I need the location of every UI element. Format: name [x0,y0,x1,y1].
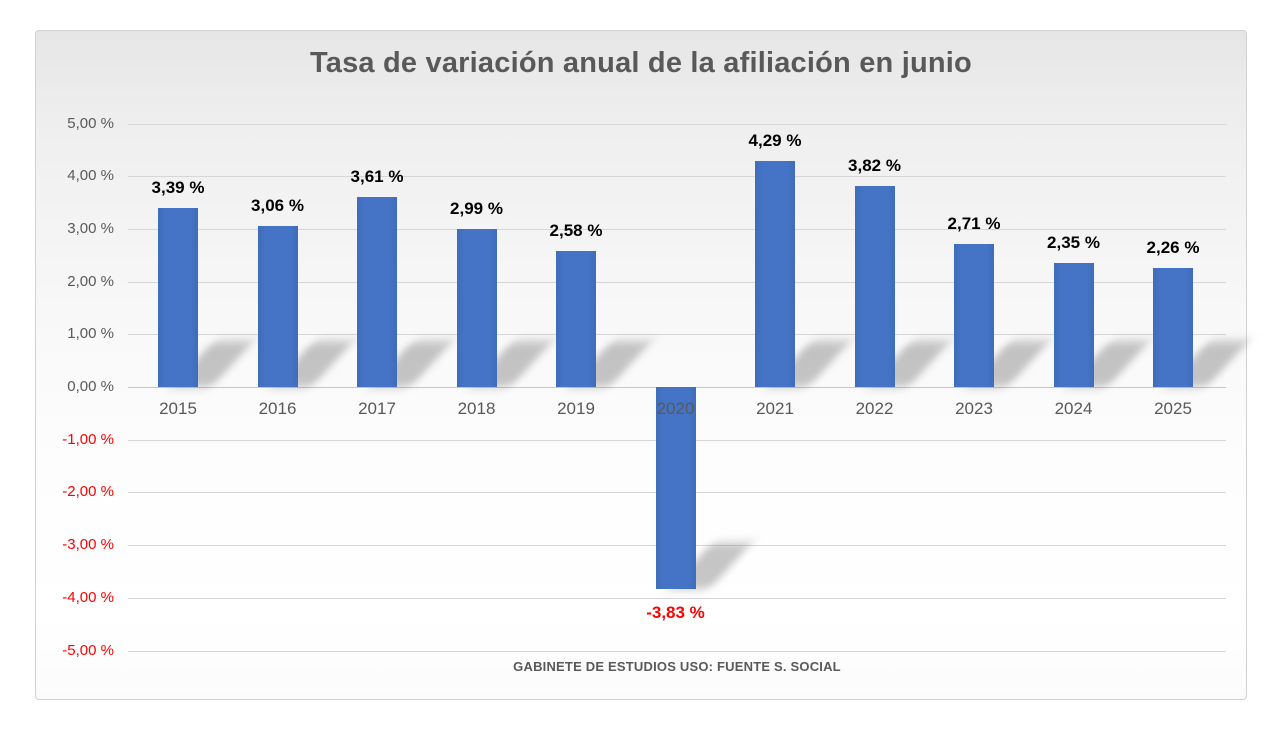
bar-2018 [456,229,497,387]
bar-value-label-2015: 3,39 % [151,178,205,198]
bar-2021 [755,160,795,387]
bar-2022 [854,185,895,387]
bar-value-label-2022: 3,82 % [848,155,901,175]
x-axis-label-2023: 2023 [955,399,993,418]
chart-area: Tasa de variación anual de la afiliación… [35,30,1249,700]
x-axis-label-2024: 2024 [1054,399,1093,418]
bar-value-label-2020: -3,83 % [646,602,705,622]
x-axis-label-2017: 2017 [358,399,396,418]
gridline [128,597,1226,599]
bar-2016 [257,225,298,387]
x-axis-label-2022: 2022 [855,399,894,418]
bar-2020 [655,387,696,589]
bar-value-label-2016: 3,06 % [251,195,304,215]
x-axis-label-2019: 2019 [557,399,595,418]
y-axis-tick-label: 4,00 % [67,167,114,185]
chart-title: Tasa de variación anual de la afiliación… [310,47,972,79]
bar-value-label-2018: 2,99 % [450,199,503,219]
bar-value-label-2024: 2,35 % [1047,233,1100,253]
bar-value-label-2019: 2,58 % [549,221,603,241]
bar-2025 [1153,267,1193,387]
y-axis-tick-label: 3,00 % [67,219,114,237]
bar-2023 [954,244,994,387]
x-axis-label-2018: 2018 [457,399,496,418]
gridline [128,650,1226,652]
bar-2017 [357,196,397,387]
y-axis-tick-label: 0,00 % [67,378,114,395]
x-axis-label-2020: 2020 [656,399,695,418]
gridline [128,281,1226,283]
y-axis-tick-label: -2,00 % [62,483,114,501]
x-axis-label-2025: 2025 [1154,399,1192,418]
bar-2015 [158,208,198,387]
x-axis-label-2021: 2021 [756,399,794,418]
gridline [128,228,1226,230]
y-axis-tick-label: -5,00 % [62,641,114,659]
bar-2024 [1053,263,1094,387]
bar-value-label-2017: 3,61 % [350,166,404,186]
gridline [128,176,1226,178]
y-axis-tick-label: 5,00 % [67,114,114,132]
bar-value-label-2021: 4,29 % [748,130,802,150]
y-axis-tick-label: -3,00 % [62,536,114,554]
y-axis-tick-label: -1,00 % [62,430,114,448]
y-axis-tick-label: 1,00 % [67,325,114,343]
bar-value-label-2025: 2,26 % [1146,237,1200,257]
gridline [128,123,1226,125]
bar-2019 [556,251,596,387]
y-axis-tick-label: -4,00 % [62,588,114,606]
chart-source-caption: GABINETE DE ESTUDIOS USO: FUENTE S. SOCI… [513,659,841,674]
bar-value-label-2023: 2,71 % [947,214,1001,234]
gridline [128,334,1226,336]
y-axis-tick-label: 2,00 % [67,272,114,290]
x-axis-label-2015: 2015 [159,399,197,418]
x-axis-label-2016: 2016 [258,399,297,418]
